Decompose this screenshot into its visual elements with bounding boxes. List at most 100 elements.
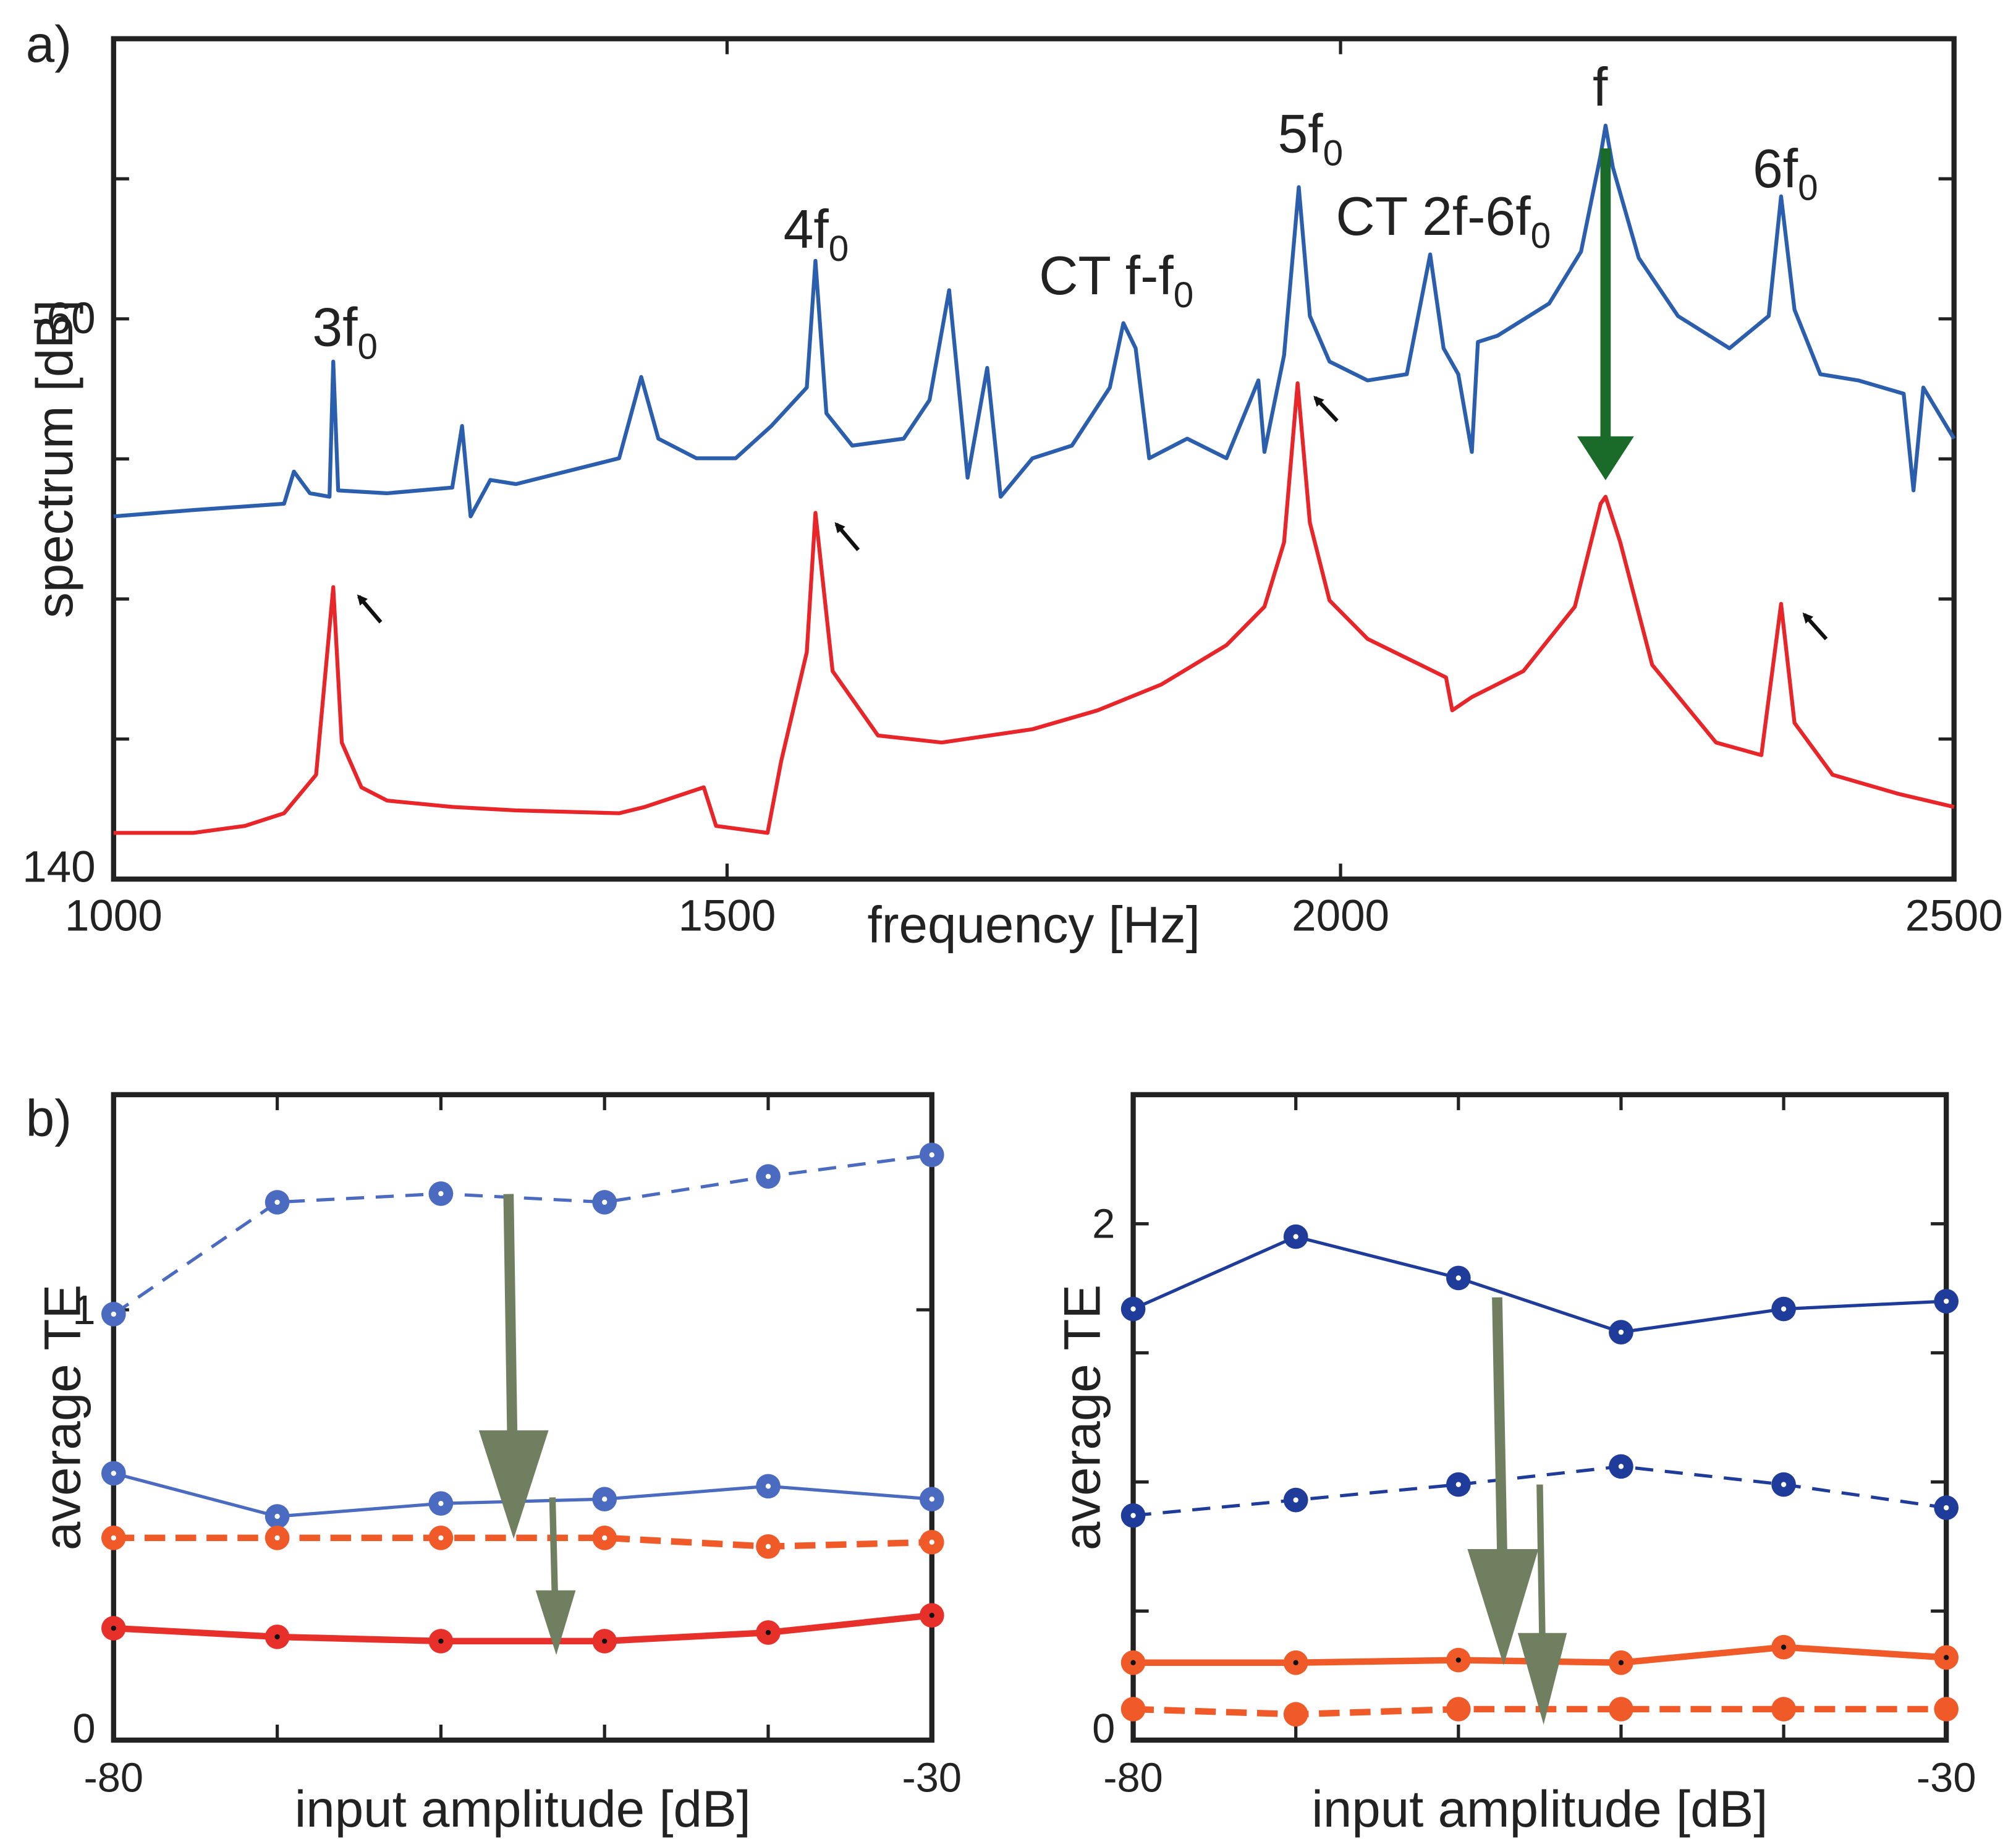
marker-dot xyxy=(1130,1306,1136,1312)
x-tick-label: 2000 xyxy=(1292,892,1389,941)
marker-dot xyxy=(1130,1513,1136,1518)
marker-dot xyxy=(274,1535,280,1541)
marker-dot xyxy=(1618,1706,1624,1712)
annotation-text: 6f xyxy=(1753,138,1798,199)
x-tick-label: 2500 xyxy=(1905,892,2003,941)
y-tick-label: 2 xyxy=(1092,1202,1115,1247)
annotation-text: 4f xyxy=(784,199,829,260)
series-line xyxy=(113,381,1955,835)
marker-dot xyxy=(1944,1298,1949,1304)
marker-dot xyxy=(438,1501,444,1506)
marker-dot xyxy=(1781,1706,1787,1712)
arrow xyxy=(834,522,860,551)
y-tick-label: 0 xyxy=(72,1706,95,1752)
arrow xyxy=(357,594,383,624)
y-tick-label: 1 xyxy=(72,1288,95,1333)
panel-label: b) xyxy=(26,1089,72,1147)
marker-dot xyxy=(765,1173,771,1179)
annotation: 6f0 xyxy=(1753,138,1818,208)
marker-dot xyxy=(438,1535,444,1541)
arrow-head xyxy=(478,1430,549,1539)
annotation-subscript: 0 xyxy=(358,327,378,367)
x-axis-label: input amplitude [dB] xyxy=(1311,1780,1768,1838)
x-tick-label: -30 xyxy=(1916,1756,1976,1801)
arrow-shaft xyxy=(1492,1297,1508,1563)
x-axis-label: input amplitude [dB] xyxy=(295,1780,751,1838)
chart-panel: -80 -30 0 1 input amplitude [dB] average TE b) xyxy=(26,1089,962,1838)
arrow-head xyxy=(1577,436,1634,480)
marker-dot xyxy=(274,1513,280,1519)
marker-dot xyxy=(111,1311,116,1317)
annotation-text: CT f-f xyxy=(1039,245,1174,306)
arrow xyxy=(1802,612,1828,640)
plot-frame xyxy=(1130,1092,1949,1743)
y-tick-label: -60 xyxy=(32,294,96,343)
annotation-subscript: 0 xyxy=(829,229,849,269)
marker-dot xyxy=(1130,1706,1136,1712)
series-line xyxy=(113,124,1956,519)
arrow xyxy=(1313,396,1339,422)
series-line xyxy=(112,1153,933,1316)
marker-dot xyxy=(1618,1329,1624,1335)
annotation: CT f-f0 xyxy=(1039,245,1193,315)
series-line xyxy=(113,1534,932,1550)
annotation-subscript: 0 xyxy=(1174,275,1194,315)
marker-dot xyxy=(274,1634,280,1640)
annotation-subscript: 0 xyxy=(1323,133,1344,173)
marker-dot xyxy=(438,1191,444,1197)
chart-panel: -80 -30 0 2 input amplitude [dB] average TE xyxy=(1052,1092,1976,1838)
marker-dot xyxy=(1781,1644,1787,1650)
marker-dot xyxy=(1293,1660,1298,1665)
y-axis-label: average TE xyxy=(33,1285,91,1550)
marker-dot xyxy=(765,1484,771,1489)
marker-dot xyxy=(1130,1660,1136,1665)
chart-panel: 1000 1500 2000 2500 -60 140 frequency [Hz] spec… xyxy=(22,15,2003,953)
marker-dot xyxy=(765,1544,771,1549)
marker-dot xyxy=(1618,1464,1624,1469)
marker-dot xyxy=(765,1629,771,1636)
marker-dot xyxy=(1781,1306,1787,1312)
marker-dot xyxy=(274,1199,280,1205)
series-line xyxy=(1132,1234,1947,1334)
marker-dot xyxy=(929,1539,934,1545)
arrow-shaft xyxy=(549,1497,559,1601)
marker-dot xyxy=(1781,1482,1787,1487)
annotation: 4f0 xyxy=(784,199,849,269)
y-tick-label: 140 xyxy=(22,843,95,891)
marker-dot xyxy=(602,1199,608,1205)
annotation: CT 2f-6f0 xyxy=(1336,186,1551,256)
arrow-head xyxy=(1517,1633,1567,1725)
marker-dot xyxy=(111,1471,116,1476)
marker-dot xyxy=(1293,1234,1298,1239)
gray-arrows xyxy=(478,1194,1567,1725)
marker-dot xyxy=(602,1638,608,1644)
marker-dot xyxy=(1944,1655,1949,1660)
marker-dot xyxy=(1944,1505,1949,1511)
marker-dot xyxy=(1944,1706,1949,1712)
series-line xyxy=(113,1612,933,1645)
marker-dot xyxy=(929,1497,934,1502)
marker-dot xyxy=(1455,1657,1461,1663)
arrow-head xyxy=(1467,1548,1539,1665)
marker-dot xyxy=(1455,1482,1461,1487)
marker-dot xyxy=(602,1497,608,1502)
annotation-subscript: 0 xyxy=(1798,168,1818,208)
annotation-text: 5f xyxy=(1277,103,1323,164)
marker-dot xyxy=(438,1638,444,1644)
annotation: 3f0 xyxy=(312,297,378,367)
marker-dot xyxy=(111,1625,116,1631)
annotation-text: CT 2f-6f xyxy=(1336,186,1531,247)
annotation: 5f0 xyxy=(1277,103,1343,173)
x-tick-label: -80 xyxy=(84,1756,144,1801)
marker-dot xyxy=(1455,1706,1461,1712)
annotation-text: f xyxy=(1593,57,1608,117)
panel-label: a) xyxy=(26,15,72,73)
annotation: f xyxy=(1593,57,1608,117)
marker-dot xyxy=(602,1535,608,1541)
x-tick-label: -30 xyxy=(902,1756,962,1801)
marker-dot xyxy=(1293,1497,1298,1503)
x-tick-label: 1000 xyxy=(65,892,163,941)
marker-dot xyxy=(1293,1712,1298,1717)
